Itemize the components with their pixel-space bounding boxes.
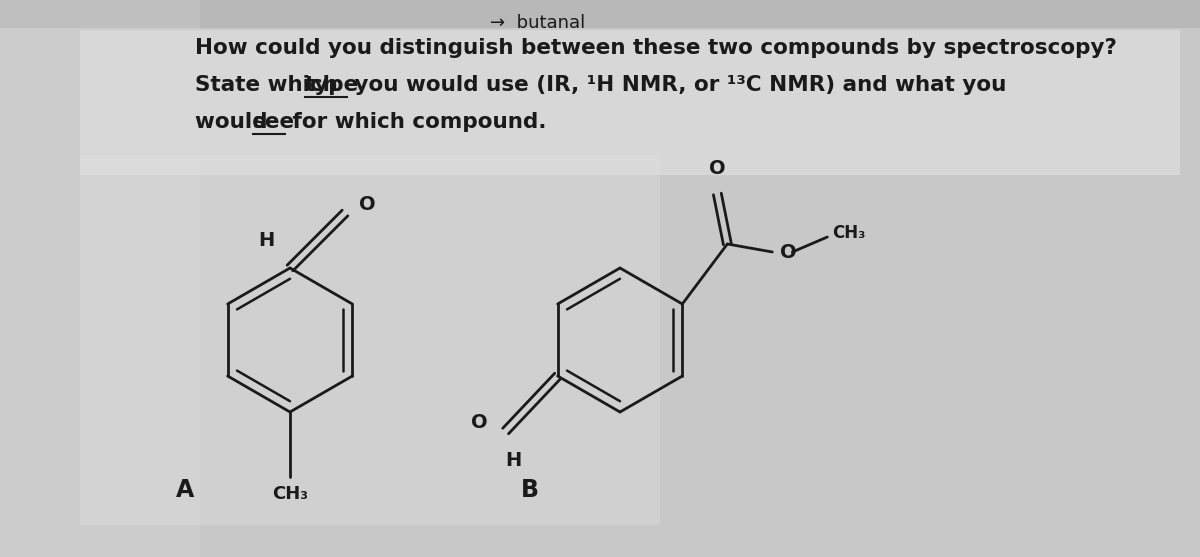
Text: H: H — [505, 451, 522, 470]
Text: see: see — [253, 112, 295, 132]
Text: CH₃: CH₃ — [272, 485, 308, 503]
Text: CH₃: CH₃ — [833, 224, 865, 242]
Text: would: would — [194, 112, 275, 132]
Text: for which compound.: for which compound. — [286, 112, 546, 132]
Text: A: A — [176, 478, 194, 502]
Text: O: O — [709, 159, 726, 178]
Text: O: O — [472, 413, 487, 432]
FancyBboxPatch shape — [80, 30, 1180, 175]
Text: →  butanal: → butanal — [490, 14, 586, 32]
Text: type: type — [305, 75, 359, 95]
Text: you would use (IR, ¹H NMR, or ¹³C NMR) and what you: you would use (IR, ¹H NMR, or ¹³C NMR) a… — [347, 75, 1007, 95]
Text: O: O — [780, 242, 797, 261]
Text: H: H — [258, 231, 274, 250]
Text: State which: State which — [194, 75, 346, 95]
Text: B: B — [521, 478, 539, 502]
Text: How could you distinguish between these two compounds by spectroscopy?: How could you distinguish between these … — [194, 38, 1117, 58]
FancyBboxPatch shape — [0, 0, 1200, 28]
FancyBboxPatch shape — [80, 155, 660, 525]
FancyBboxPatch shape — [0, 0, 200, 557]
Text: O: O — [359, 196, 376, 214]
